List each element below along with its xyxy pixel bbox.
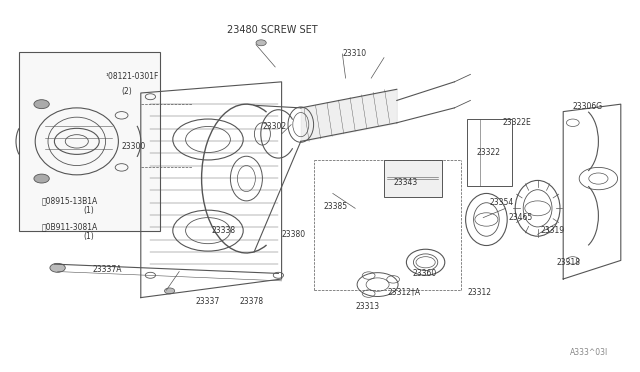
Circle shape [50,263,65,272]
Text: 23354: 23354 [490,198,514,207]
Text: 23319: 23319 [541,226,565,235]
Text: Ⓥ08915-13B1A: Ⓥ08915-13B1A [42,196,98,205]
Text: 23360: 23360 [413,269,437,278]
Text: 23300: 23300 [122,142,146,151]
Circle shape [256,40,266,46]
Text: A333^03I: A333^03I [570,348,608,357]
Text: 23306G: 23306G [573,102,603,110]
Text: (1): (1) [83,206,94,215]
Text: ¹08121-0301F: ¹08121-0301F [106,72,159,81]
Text: 23312†A: 23312†A [387,288,420,296]
Text: 23322E: 23322E [502,118,531,127]
Text: 23302: 23302 [262,122,287,131]
Text: 23310: 23310 [342,49,367,58]
Text: ⑈0B911-3081A: ⑈0B911-3081A [42,222,98,231]
Circle shape [34,174,49,183]
Text: 23313: 23313 [355,302,380,311]
FancyBboxPatch shape [384,160,442,197]
Text: 23480 SCREW SET: 23480 SCREW SET [227,25,318,35]
Text: 23318: 23318 [557,258,581,267]
Text: 23343: 23343 [394,178,418,187]
Text: 23465: 23465 [509,213,533,222]
Text: 23337: 23337 [195,297,220,306]
Text: 23337A: 23337A [93,265,122,274]
Text: (1): (1) [83,232,94,241]
Text: 23312: 23312 [467,288,492,296]
Text: 23378: 23378 [240,297,264,306]
Text: 23338: 23338 [211,226,236,235]
Text: 23322: 23322 [477,148,501,157]
FancyBboxPatch shape [19,52,160,231]
Text: 23380: 23380 [282,230,306,239]
Circle shape [164,288,175,294]
Circle shape [34,100,49,109]
Text: 23385: 23385 [323,202,348,211]
Text: (2): (2) [122,87,132,96]
